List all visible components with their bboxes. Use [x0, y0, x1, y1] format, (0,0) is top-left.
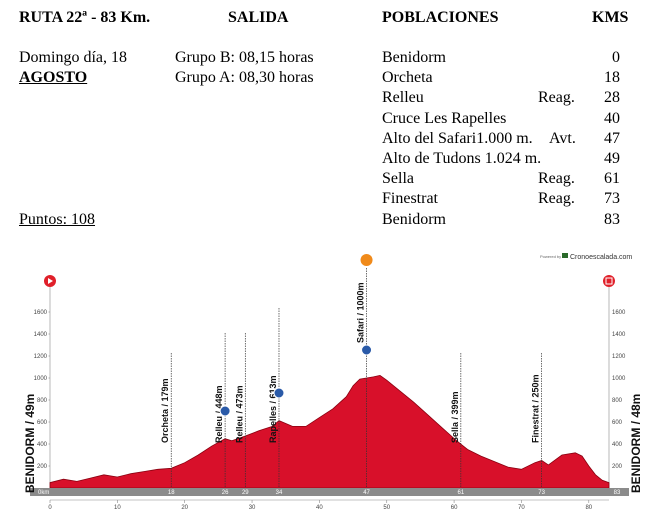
- town-name: Orcheta: [382, 69, 433, 87]
- date-text: Domingo día, 18: [19, 49, 127, 66]
- y-tick-label: 200: [37, 464, 48, 470]
- x-tick-label: 30: [249, 505, 256, 511]
- brand-name: Cronoescalada.com: [570, 254, 632, 261]
- town-km: 28: [604, 89, 620, 107]
- waypoint-label: Finestrat / 250m: [531, 374, 541, 443]
- town-km: 40: [604, 109, 620, 127]
- waypoint-label: Relleu / 448m: [214, 385, 224, 443]
- town-name: Sella: [382, 170, 414, 188]
- y-tick-label: 1000: [34, 376, 48, 382]
- summit-marker-icon: [360, 254, 373, 266]
- town-note: Reag.: [538, 89, 575, 107]
- town-note: Reag.: [538, 190, 575, 208]
- y-tick-label: 400: [37, 442, 48, 448]
- group-b-time: Grupo B: 08,15 horas: [175, 49, 314, 66]
- town-name: Alto del Safari1.000 m.: [382, 129, 533, 147]
- x-tick-label: 10: [114, 505, 121, 511]
- salida-heading: SALIDA: [228, 9, 289, 26]
- climb-marker-icon: [219, 405, 231, 417]
- start-km-label: 0km: [38, 490, 49, 496]
- x-tick-label: 60: [451, 505, 458, 511]
- finish-flag-icon: [603, 275, 615, 287]
- y-tick-label: 1200: [612, 354, 626, 360]
- waypoint-km: 26: [222, 490, 229, 496]
- waypoint-label: Relleu / 473m: [234, 385, 244, 443]
- town-km: 83: [604, 210, 620, 228]
- month-text: AGOSTO: [19, 69, 88, 86]
- kms-heading: KMS: [592, 9, 629, 26]
- waypoint-km: 47: [363, 490, 370, 496]
- route-title: RUTA 22ª - 83 Km.: [19, 9, 151, 26]
- powered-by-text: Powered by: [540, 254, 561, 259]
- town-km: 0: [612, 49, 620, 66]
- brand-logo-icon: [562, 253, 568, 258]
- end-km-label: 83: [614, 490, 621, 496]
- y-tick-label: 1400: [34, 332, 48, 338]
- town-name: Cruce Les Rapelles: [382, 109, 507, 127]
- waypoint-label: Safari / 1000m: [356, 282, 366, 343]
- climb-marker-icon: [361, 344, 373, 356]
- waypoint-km: 73: [538, 490, 545, 496]
- start-label: BENIDORM / 49m: [23, 394, 37, 493]
- y-tick-label: 400: [612, 442, 623, 448]
- y-tick-label: 1000: [612, 376, 626, 382]
- x-tick-label: 70: [518, 505, 525, 511]
- x-tick-label: 20: [181, 505, 188, 511]
- y-tick-label: 1600: [34, 310, 48, 316]
- y-tick-label: 1600: [612, 310, 626, 316]
- waypoint-km: 18: [168, 490, 175, 496]
- y-tick-label: 1400: [612, 332, 626, 338]
- y-tick-label: 600: [612, 420, 623, 426]
- town-km: 47: [604, 129, 620, 147]
- waypoint-km: 34: [276, 490, 283, 496]
- town-km: 61: [604, 170, 620, 188]
- x-tick-label: 50: [383, 505, 390, 511]
- waypoint-km: 29: [242, 490, 249, 496]
- y-tick-label: 200: [612, 464, 623, 470]
- play-icon: [48, 278, 53, 284]
- y-tick-label: 800: [37, 398, 48, 404]
- climb-marker-icon: [273, 387, 285, 399]
- points-text: Puntos: 108: [19, 211, 96, 228]
- checkered-icon: [605, 277, 613, 285]
- waypoint-label: Orcheta / 179m: [160, 378, 170, 443]
- km-strip: [30, 488, 629, 496]
- town-name: Alto de Tudons 1.024 m.: [382, 150, 542, 167]
- y-tick-label: 800: [612, 398, 623, 404]
- x-tick-label: 0: [48, 505, 52, 511]
- y-tick-label: 1200: [34, 354, 48, 360]
- elevation-area: [49, 374, 610, 489]
- town-km: 18: [604, 69, 620, 87]
- town-km: 73: [604, 190, 620, 208]
- town-name: Finestrat: [382, 190, 438, 208]
- waypoint-km: 61: [457, 490, 464, 496]
- waypoint-label: Rapelles / 613m: [268, 375, 278, 443]
- x-tick-label: 40: [316, 505, 323, 511]
- group-a-time: Grupo A: 08,30 horas: [175, 69, 314, 86]
- x-tick-label: 80: [585, 505, 592, 511]
- waypoint-label: Sella / 399m: [450, 391, 460, 443]
- town-note: Avt.: [549, 129, 576, 147]
- town-name: Benidorm: [382, 210, 446, 228]
- end-label: BENIDORM / 48m: [629, 394, 643, 493]
- town-km: 49: [604, 150, 620, 167]
- town-name: Relleu: [382, 89, 424, 107]
- y-tick-label: 600: [37, 420, 48, 426]
- town-name: Benidorm: [382, 49, 446, 66]
- town-note: Reag.: [538, 170, 575, 188]
- poblaciones-heading: POBLACIONES: [382, 9, 499, 26]
